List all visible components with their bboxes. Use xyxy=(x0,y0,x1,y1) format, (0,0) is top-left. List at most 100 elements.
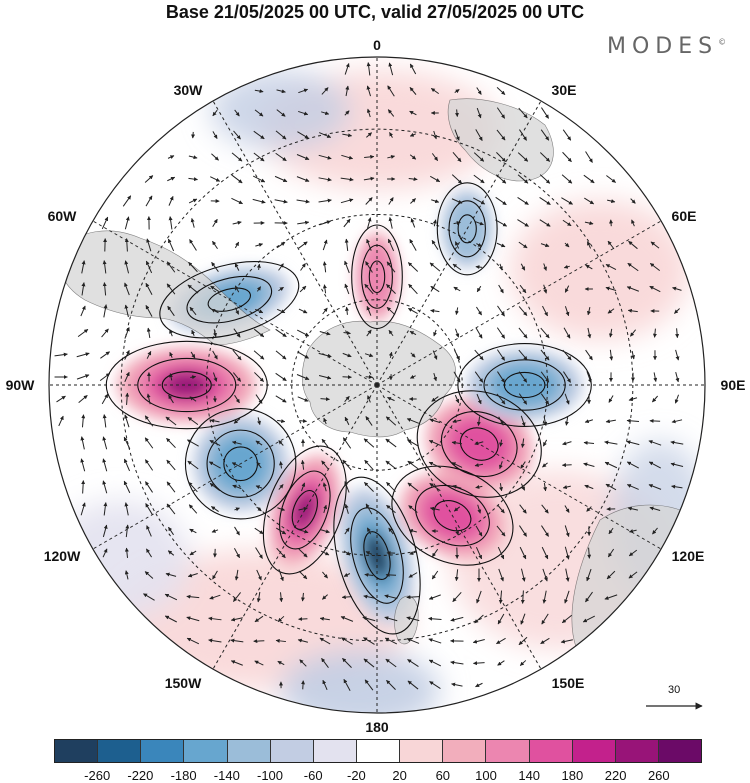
lon-label-150e: 150E xyxy=(551,675,585,691)
wind-arrow xyxy=(451,440,463,445)
wind-arrow xyxy=(344,283,350,295)
wind-arrow xyxy=(564,416,569,426)
wind-arrow xyxy=(454,129,460,141)
wind-arrow xyxy=(389,132,394,138)
wind-arrow xyxy=(384,637,398,645)
wind-arrow xyxy=(168,526,174,536)
wind-arrow xyxy=(233,418,241,424)
wind-arrow xyxy=(277,419,286,424)
wind-arrow xyxy=(103,304,108,318)
wind-arrow xyxy=(187,573,198,578)
wind-arrow xyxy=(186,616,200,622)
wind-arrow xyxy=(188,198,198,204)
wind-arrow xyxy=(344,396,350,402)
wind-arrow xyxy=(454,349,460,361)
wind-arrow xyxy=(518,393,528,405)
wind-arrow xyxy=(539,174,551,184)
wind-arrow xyxy=(167,155,175,159)
wind-arrow xyxy=(234,109,240,117)
wind-arrow xyxy=(278,286,284,292)
wind-arrow xyxy=(277,615,285,623)
wind-arrow xyxy=(278,569,284,582)
wind-arrow xyxy=(430,308,440,313)
wind-arrow xyxy=(300,592,305,602)
colorbar-swatch xyxy=(227,740,271,762)
wind-arrow xyxy=(254,660,264,666)
wind-arrow xyxy=(364,459,374,471)
wind-arrow xyxy=(298,110,309,116)
wind-arrow xyxy=(497,546,505,560)
wind-arrow xyxy=(340,177,354,182)
wind-arrow xyxy=(320,550,330,556)
wind-arrow xyxy=(386,481,396,493)
wind-arrow xyxy=(298,88,309,94)
colorbar-tick-label: -260 xyxy=(84,768,111,783)
wind-arrow xyxy=(476,306,482,316)
wind-arrow xyxy=(519,546,527,560)
wind-arrow xyxy=(608,527,614,535)
wind-arrow xyxy=(318,154,332,160)
wind-arrow xyxy=(628,397,638,402)
wind-arrow xyxy=(210,176,221,182)
wind-arrow xyxy=(122,195,132,207)
brand-mark: © xyxy=(718,37,727,47)
wind-arrow xyxy=(340,616,354,622)
wind-arrow xyxy=(255,394,263,404)
colorbar-swatch xyxy=(572,740,616,762)
wind-arrow xyxy=(187,284,199,294)
wind-arrow xyxy=(649,262,661,272)
wind-arrow xyxy=(431,239,439,250)
wind-arrow xyxy=(275,638,286,643)
wind-arrow xyxy=(123,458,131,472)
wind-arrow xyxy=(256,569,262,581)
wind-arrow xyxy=(231,440,242,445)
meridian-line xyxy=(92,384,378,550)
lon-label-120w: 120W xyxy=(43,548,81,564)
wind-arrow xyxy=(539,196,551,206)
wind-arrow xyxy=(473,174,485,184)
wind-arrow xyxy=(674,308,680,314)
wind-arrow xyxy=(628,571,638,579)
wind-arrow xyxy=(254,372,264,382)
wind-arrow xyxy=(274,199,288,204)
wind-arrow xyxy=(387,85,395,97)
wind-arrow xyxy=(431,396,439,402)
wind-arrow xyxy=(234,394,240,404)
wind-arrow xyxy=(539,152,551,162)
wind-arrow xyxy=(627,506,639,511)
wind-arrow xyxy=(144,437,154,449)
wind-arrow xyxy=(212,131,218,139)
wind-arrow xyxy=(344,306,349,315)
wind-arrow xyxy=(540,243,550,248)
wind-arrow xyxy=(166,503,176,515)
wind-arrow xyxy=(605,286,617,291)
wind-arrow xyxy=(278,263,284,271)
wind-arrow xyxy=(234,241,240,249)
wind-arrow xyxy=(670,462,684,467)
wind-arrow xyxy=(167,238,175,252)
wind-arrow xyxy=(385,438,397,448)
wind-arrow xyxy=(520,461,526,469)
wind-arrow xyxy=(407,460,419,470)
wind-arrow xyxy=(386,504,396,514)
wind-arrow xyxy=(384,594,398,600)
wind-arrow xyxy=(341,595,352,600)
wind-arrow xyxy=(208,638,222,643)
wind-arrow xyxy=(366,62,371,76)
wind-arrow xyxy=(430,175,441,183)
meridian-line xyxy=(376,100,542,386)
wind-arrow xyxy=(562,151,572,163)
wind-arrow xyxy=(628,529,637,533)
wind-arrow xyxy=(675,349,680,361)
wind-arrow xyxy=(472,639,485,644)
wind-arrow xyxy=(409,374,416,379)
wind-arrow xyxy=(652,527,658,535)
wind-arrow xyxy=(385,416,397,426)
wind-arrow xyxy=(407,439,419,447)
wind-arrow xyxy=(498,416,504,426)
wind-arrow xyxy=(496,525,506,537)
lon-label-60e: 60E xyxy=(671,208,697,224)
wind-arrow xyxy=(586,241,592,249)
wind-arrow xyxy=(477,504,482,514)
wind-arrow xyxy=(649,506,661,511)
